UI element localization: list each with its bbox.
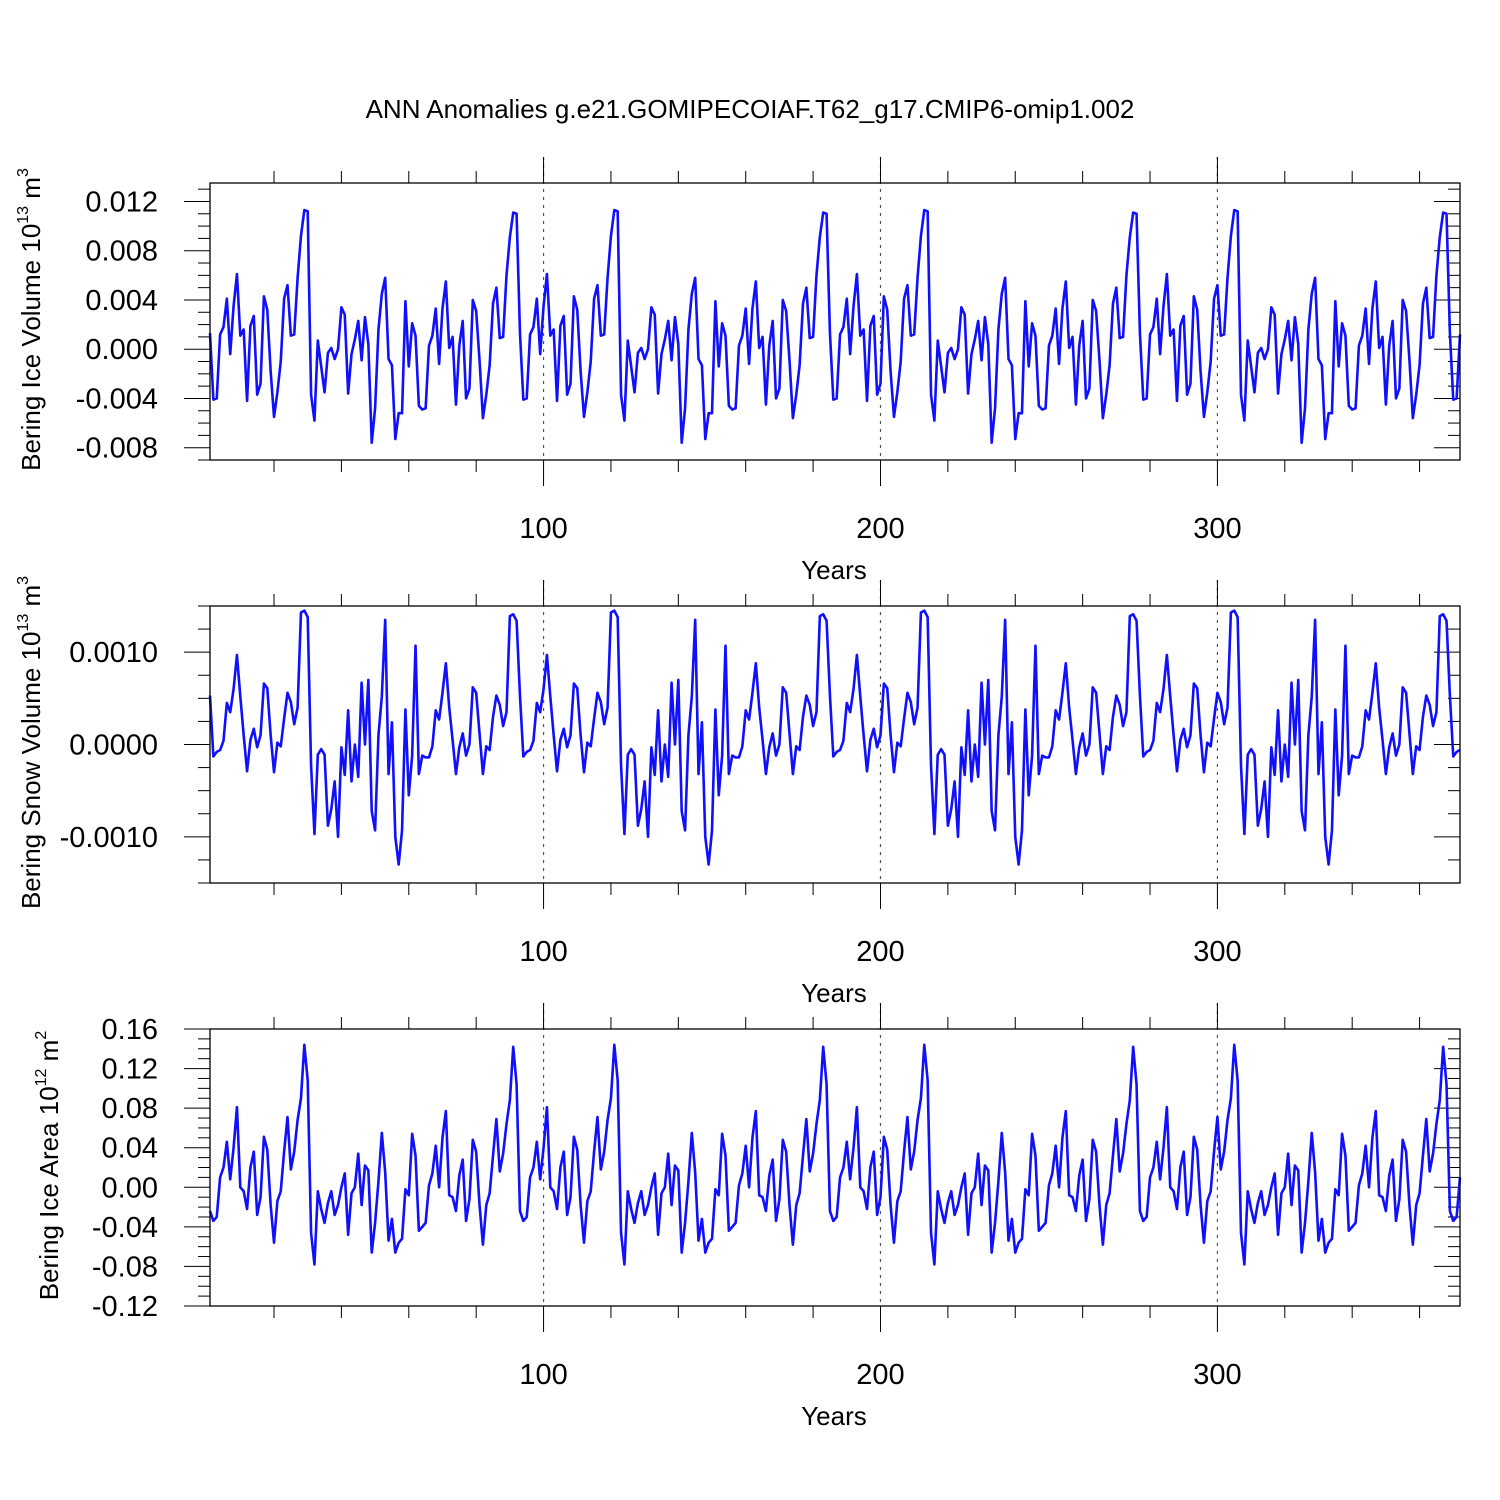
y-tick-label: 0.000 [85,334,158,366]
y-tick-label: 0.12 [102,1054,158,1086]
y-tick-label: 0.012 [85,186,158,218]
y-axis-label-unit-exponent: 3 [15,576,32,585]
y-axis-label-text: Bering Ice Area 10 [34,1086,64,1300]
y-tick-label: 0.004 [85,285,158,317]
y-axis-label-text: Bering Snow Volume 10 [16,632,46,910]
x-tick-label: 100 [519,936,567,968]
x-tick-label: 300 [1193,513,1241,545]
x-tick-label: 200 [856,513,904,545]
y-axis-label-unit-exponent: 3 [15,168,32,177]
y-tick-label: -0.008 [76,433,158,465]
y-axis-label-text: Bering Ice Volume 10 [16,224,46,471]
x-axis-label: Years [801,555,867,585]
y-axis-label: Bering Ice Area 1012 m2 [33,1031,64,1301]
series-line [208,609,1461,866]
x-tick-label: 100 [519,513,567,545]
y-axis-label-unit-exponent: 2 [33,1031,50,1040]
x-tick-label: 100 [519,1359,567,1391]
y-axis-label: Bering Snow Volume 1013 m3 [15,576,46,909]
x-tick-label: 300 [1193,936,1241,968]
y-tick-label: 0.04 [102,1133,158,1165]
series-line [208,208,1462,445]
x-tick-label: 200 [856,1359,904,1391]
plot-frame [209,1028,1461,1307]
y-tick-label: -0.12 [92,1291,158,1323]
y-axis-label-exponent: 12 [33,1068,50,1086]
y-tick-label: 0.0010 [69,637,158,669]
chart-title: ANN Anomalies g.e21.GOMIPECOIAF.T62_g17.… [366,94,1135,124]
y-tick-label: 0.16 [102,1014,158,1046]
x-tick-label: 200 [856,936,904,968]
y-axis-label-unit: m [16,177,46,206]
panel-2: 0.0010 0.0000 -0.0010 100 200 300 Years Bering … [15,576,1461,1008]
y-tick-label: -0.0010 [60,822,158,854]
y-tick-label: -0.08 [92,1251,158,1283]
y-tick-label: 0.08 [102,1093,158,1125]
y-axis-label-exponent: 13 [15,614,32,632]
x-tick-label: 300 [1193,1359,1241,1391]
plot-frame [209,605,1461,884]
panel-1: 0.012 0.008 0.004 0.000 -0.004 -0.008 100 200 30… [15,157,1462,585]
y-axis-label-exponent: 13 [15,206,32,224]
y-axis-label-unit: m [34,1040,64,1069]
y-axis-label: Bering Ice Volume 1013 m3 [15,168,46,471]
panel-3: 0.16 0.12 0.08 0.04 0.00 -0.04 -0.08 -0.12 100 20… [33,1003,1462,1431]
y-tick-label: -0.004 [76,383,158,415]
y-tick-label: 0.008 [85,236,158,268]
y-tick-label: 0.00 [102,1172,158,1204]
y-tick-label: -0.04 [92,1212,158,1244]
y-tick-label: 0.0000 [69,730,158,762]
x-axis-label: Years [801,1401,867,1431]
x-axis-label: Years [801,978,867,1008]
y-axis-label-unit: m [16,585,46,614]
series-line [208,1043,1462,1266]
plot-frame [209,182,1461,461]
